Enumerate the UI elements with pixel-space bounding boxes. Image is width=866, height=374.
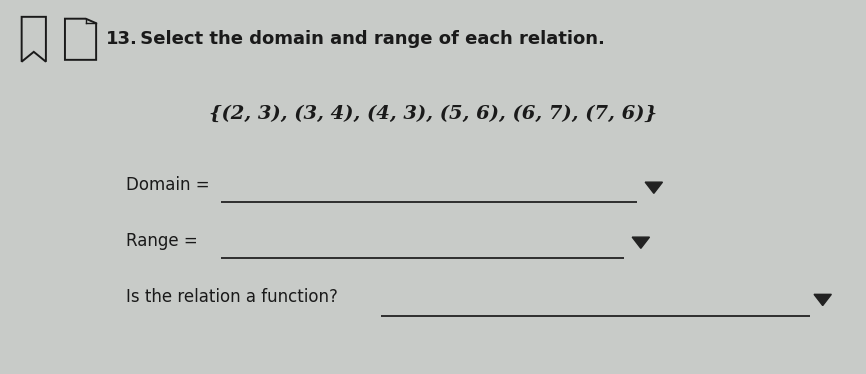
Polygon shape	[814, 294, 831, 306]
Text: Domain =: Domain =	[126, 176, 210, 194]
Polygon shape	[645, 182, 662, 193]
Text: 13.: 13.	[106, 30, 138, 48]
Text: Is the relation a function?: Is the relation a function?	[126, 288, 338, 306]
Text: Range =: Range =	[126, 232, 197, 250]
Text: Select the domain and range of each relation.: Select the domain and range of each rela…	[134, 30, 605, 48]
Text: {(2, 3), (3, 4), (4, 3), (5, 6), (6, 7), (7, 6)}: {(2, 3), (3, 4), (4, 3), (5, 6), (6, 7),…	[209, 105, 657, 123]
Polygon shape	[632, 237, 650, 248]
